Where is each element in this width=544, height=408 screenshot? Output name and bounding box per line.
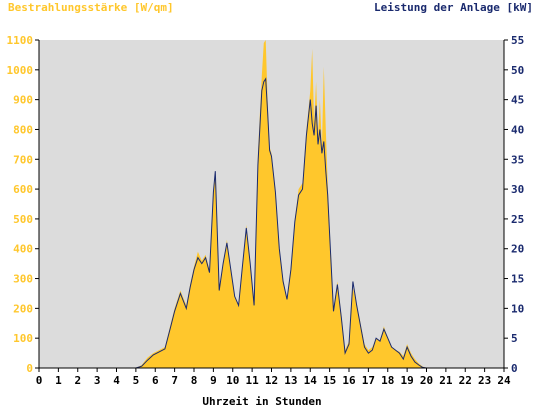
left-tick-label: 400 xyxy=(13,243,33,256)
left-tick-label: 0 xyxy=(26,362,33,375)
x-tick-label: 7 xyxy=(171,374,178,387)
left-tick-label: 100 xyxy=(13,332,33,345)
right-tick-label: 45 xyxy=(511,94,524,107)
right-tick-label: 40 xyxy=(511,123,524,136)
axes-layer xyxy=(35,39,508,372)
left-tick-label: 1000 xyxy=(7,64,34,77)
right-tick-label: 25 xyxy=(511,213,524,226)
irradiance-area-layer xyxy=(39,40,504,368)
x-tick-label: 21 xyxy=(439,374,453,387)
x-tick-label: 8 xyxy=(191,374,198,387)
x-tick-label: 24 xyxy=(497,374,511,387)
x-tick-label: 6 xyxy=(152,374,159,387)
x-tick-label: 10 xyxy=(226,374,239,387)
x-tick-label: 18 xyxy=(381,374,394,387)
x-tick-label: 11 xyxy=(246,374,260,387)
x-tick-label: 19 xyxy=(401,374,414,387)
x-tick-label: 22 xyxy=(459,374,472,387)
right-tick-label: 55 xyxy=(511,34,524,47)
left-tick-label: 500 xyxy=(13,213,33,226)
right-tick-label: 10 xyxy=(511,302,524,315)
left-axis-title: Bestrahlungsstärke [W/qm] xyxy=(8,1,174,14)
x-tick-label: 13 xyxy=(284,374,297,387)
right-tick-label: 0 xyxy=(511,362,518,375)
left-tick-label: 600 xyxy=(13,183,33,196)
x-tick-label: 17 xyxy=(362,374,375,387)
x-tick-label: 5 xyxy=(133,374,140,387)
x-tick-label: 20 xyxy=(420,374,433,387)
x-tick-label: 15 xyxy=(323,374,336,387)
right-tick-label: 35 xyxy=(511,153,524,166)
left-tick-label: 900 xyxy=(13,94,33,107)
left-tick-label: 1100 xyxy=(7,34,34,47)
x-tick-label: 16 xyxy=(342,374,356,387)
right-tick-label: 15 xyxy=(511,273,524,286)
right-tick-label: 50 xyxy=(511,64,524,77)
x-tick-label: 9 xyxy=(210,374,217,387)
x-tick-label: 3 xyxy=(94,374,101,387)
x-tick-label: 2 xyxy=(74,374,81,387)
power-line-layer xyxy=(39,77,504,369)
power-line xyxy=(39,77,504,369)
x-tick-label: 0 xyxy=(36,374,43,387)
right-axis-title: Leistung der Anlage [kW] xyxy=(374,1,533,14)
right-tick-label: 20 xyxy=(511,243,524,256)
x-axis-label: Uhrzeit in Stunden xyxy=(202,395,321,408)
x-tick-label: 12 xyxy=(265,374,278,387)
left-tick-label: 200 xyxy=(13,302,33,315)
left-tick-label: 800 xyxy=(13,123,33,136)
x-tick-label: 14 xyxy=(304,374,318,387)
right-tick-label: 5 xyxy=(511,332,518,345)
x-tick-label: 23 xyxy=(478,374,491,387)
tick-labels-layer: 0 1 2 3 4 5 6 7 8 9 10 11 12 13 14 15 16 17 18 19 20 21 22 23 24… xyxy=(7,34,525,387)
left-tick-label: 700 xyxy=(13,153,33,166)
right-tick-label: 30 xyxy=(511,183,524,196)
x-tick-label: 4 xyxy=(113,374,120,387)
left-tick-label: 300 xyxy=(13,273,33,286)
irradiance-area xyxy=(39,40,504,368)
x-tick-label: 1 xyxy=(55,374,62,387)
